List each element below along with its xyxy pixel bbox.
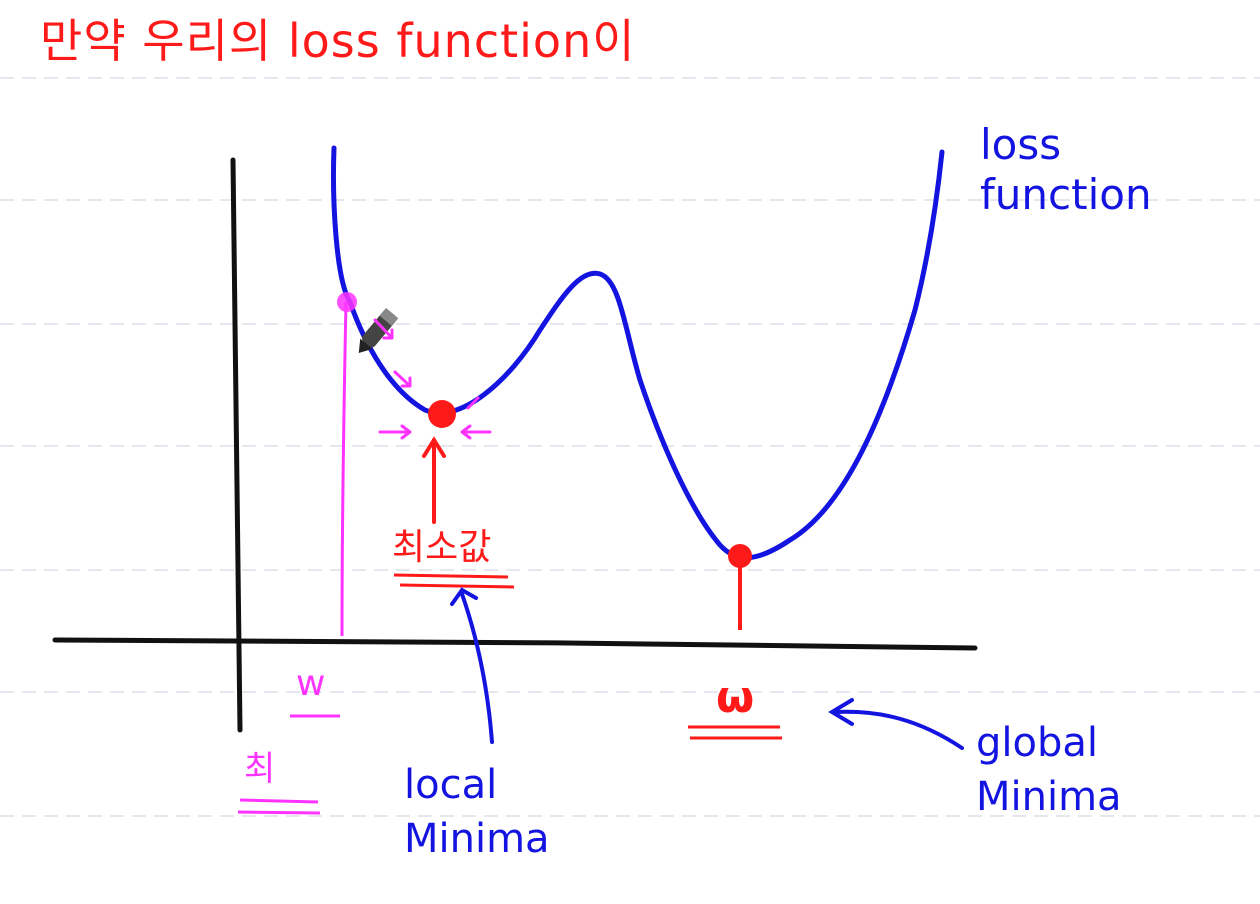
loss-function-label: loss function <box>980 120 1152 221</box>
start-point <box>337 292 357 312</box>
local-minima-arrow <box>450 587 494 744</box>
global-min-point <box>728 544 752 568</box>
local-minima-label: local Minima <box>404 758 550 866</box>
local-minima-line1: local <box>404 762 498 808</box>
w-left-subscript: 최 <box>244 749 276 789</box>
global-minima-line2: Minima <box>976 774 1122 820</box>
page-title: 만약 우리의 loss function이 <box>40 14 636 68</box>
loss-function-label-line2: function <box>980 170 1152 220</box>
local-min-point <box>428 400 456 428</box>
ruled-lines <box>0 77 1260 817</box>
start-drop-line <box>340 301 348 637</box>
loss-function-label-line1: loss <box>980 120 1062 169</box>
loss-curve <box>331 145 945 561</box>
local-minima-line2: Minima <box>404 816 550 862</box>
w-right-underline <box>688 725 782 740</box>
y-axis <box>230 157 243 733</box>
global-minima-line1: global <box>976 720 1098 766</box>
global-minima-arrow <box>828 698 964 750</box>
minval-underline <box>393 573 515 589</box>
x-axis <box>52 637 978 651</box>
local-min-arrow <box>422 436 446 524</box>
pen-cursor-icon <box>358 308 399 353</box>
w-right-symbol: ω <box>716 672 755 723</box>
descent-arrows <box>373 318 492 440</box>
global-minima-label: global Minima <box>976 716 1122 824</box>
min-value-label: 최소값 <box>392 527 492 568</box>
w-left-underline <box>237 714 340 815</box>
w-left-symbol: w <box>296 663 326 704</box>
